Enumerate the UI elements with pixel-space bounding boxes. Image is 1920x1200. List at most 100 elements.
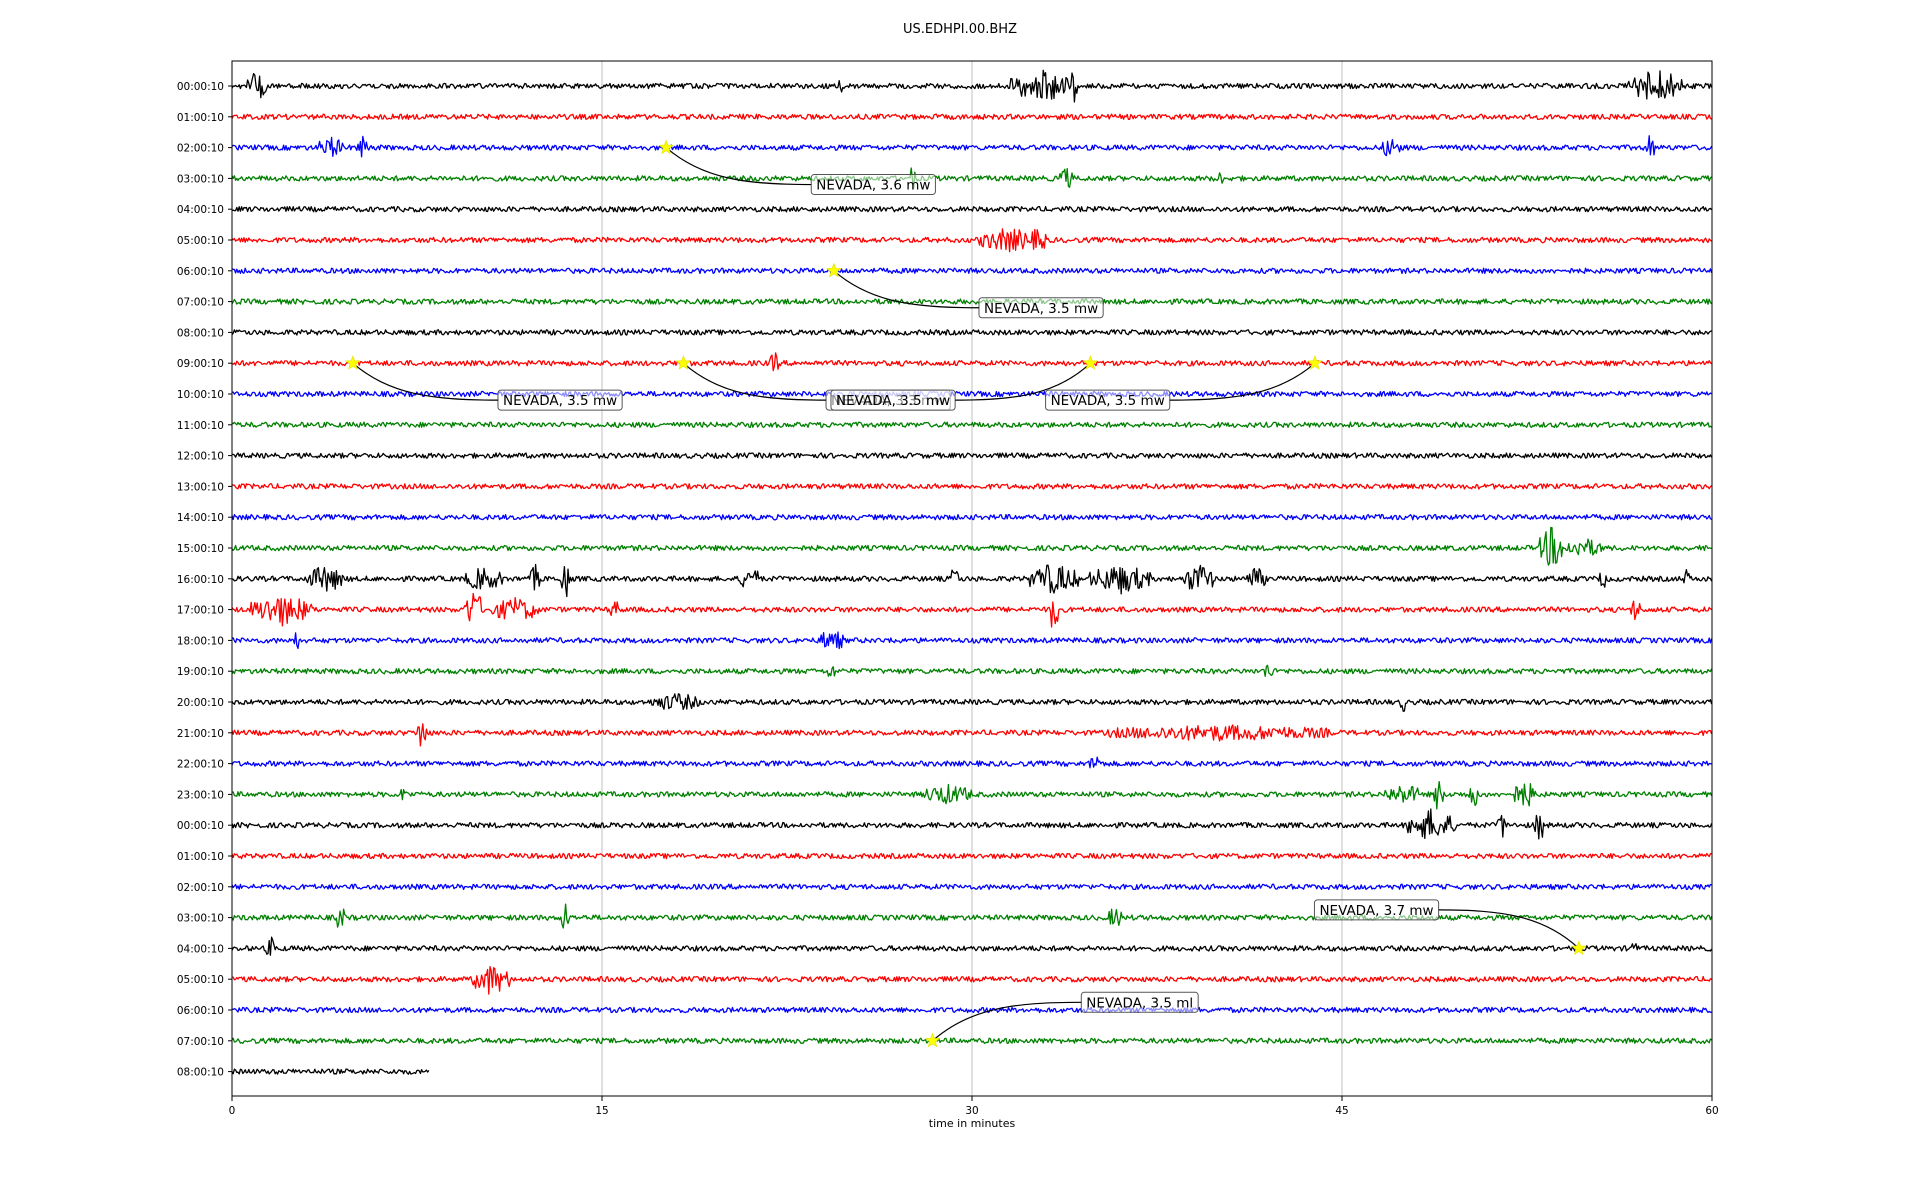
event-star-7 — [924, 1032, 941, 1048]
event-4: NEVADA, 3.5 mw — [830, 355, 1099, 411]
row-label-21: 21:00:10 — [177, 728, 224, 740]
trace-row-19 — [231, 664, 1713, 677]
trace-row-21 — [231, 723, 1713, 747]
event-label-4: NEVADA, 3.5 mw — [836, 393, 950, 409]
trace-row-20 — [231, 693, 1713, 712]
row-label-30: 06:00:10 — [177, 1005, 224, 1017]
event-star-1 — [826, 262, 842, 278]
row-label-11: 11:00:10 — [177, 420, 224, 432]
event-connector-2 — [352, 362, 498, 401]
row-label-19: 19:00:10 — [177, 666, 224, 678]
trace-row-14 — [231, 513, 1712, 521]
trace-row-7 — [231, 298, 1713, 305]
trace-row-9 — [231, 352, 1713, 372]
trace-row-10 — [232, 390, 1712, 398]
event-label-7: NEVADA, 3.5 ml — [1086, 995, 1193, 1011]
x-tick-label-60: 60 — [1705, 1105, 1718, 1117]
trace-row-11 — [231, 421, 1713, 429]
event-star-5 — [1307, 355, 1323, 370]
row-label-24: 00:00:10 — [177, 820, 224, 832]
event-connector-1 — [833, 270, 979, 309]
row-label-31: 07:00:10 — [177, 1036, 224, 1048]
event-label-2: NEVADA, 3.5 mw — [503, 393, 617, 409]
row-label-26: 02:00:10 — [177, 882, 224, 894]
row-label-25: 01:00:10 — [177, 851, 224, 863]
row-label-13: 13:00:10 — [177, 481, 224, 493]
trace-row-17 — [231, 592, 1712, 628]
row-label-6: 06:00:10 — [177, 266, 224, 278]
row-label-2: 02:00:10 — [177, 143, 224, 155]
row-label-23: 23:00:10 — [177, 789, 224, 801]
x-tick-label-45: 45 — [1335, 1105, 1348, 1117]
event-label-6: NEVADA, 3.7 mw — [1319, 903, 1433, 919]
trace-row-26 — [231, 883, 1712, 891]
trace-row-28 — [231, 936, 1713, 956]
event-star-6 — [1571, 940, 1587, 955]
event-7: NEVADA, 3.5 ml — [924, 991, 1199, 1048]
row-label-3: 03:00:10 — [177, 173, 224, 185]
x-tick-label-15: 15 — [595, 1105, 608, 1117]
event-5: NEVADA, 3.5 mw — [1045, 355, 1323, 411]
x-ticks: 0 15 30 45 60 — [229, 1096, 1719, 1117]
row-label-9: 09:00:10 — [177, 358, 224, 370]
trace-row-1 — [231, 113, 1712, 121]
row-labels: 00:00:10 01:00:10 02:00:10 03:00:10 04:00:10… — [177, 81, 232, 1079]
trace-row-31 — [231, 1037, 1713, 1045]
row-label-28: 04:00:10 — [177, 943, 224, 955]
trace-row-24 — [231, 808, 1713, 840]
row-label-22: 22:00:10 — [177, 759, 224, 771]
trace-row-2 — [231, 135, 1713, 158]
trace-row-6 — [231, 267, 1713, 275]
x-tick-label-30: 30 — [965, 1105, 978, 1117]
trace-row-8 — [231, 329, 1712, 336]
row-label-27: 03:00:10 — [177, 913, 224, 925]
event-0: NEVADA, 3.6 mw — [658, 139, 936, 196]
row-label-0: 00:00:10 — [177, 81, 224, 93]
event-star-3 — [675, 355, 692, 370]
row-label-10: 10:00:10 — [177, 389, 224, 401]
x-tick-label-0: 0 — [229, 1105, 236, 1117]
trace-row-27 — [231, 903, 1713, 929]
row-label-20: 20:00:10 — [177, 697, 224, 709]
event-connector-0 — [665, 147, 812, 186]
trace-row-32 — [231, 1068, 430, 1075]
row-label-17: 17:00:10 — [177, 605, 224, 617]
event-connector-3 — [683, 362, 827, 401]
trace-row-30 — [231, 1006, 1712, 1014]
chart-title: US.EDHPI.00.BHZ — [903, 22, 1017, 37]
row-label-18: 18:00:10 — [177, 635, 224, 647]
x-axis-label: time in minutes — [928, 1117, 1016, 1130]
trace-layer — [231, 69, 1713, 1075]
row-label-14: 14:00:10 — [177, 512, 224, 524]
event-star-4 — [1082, 355, 1099, 370]
event-1: NEVADA, 3.5 mw — [826, 262, 1104, 319]
event-6: NEVADA, 3.7 mw — [1313, 899, 1587, 955]
event-annotations: NEVADA, 3.6 mw NEVADA, 3.5 mw NEVADA, 3.5 … — [345, 139, 1587, 1048]
row-label-1: 01:00:10 — [177, 112, 224, 124]
trace-row-4 — [231, 205, 1713, 213]
trace-row-16 — [231, 563, 1713, 598]
row-label-7: 07:00:10 — [177, 297, 224, 309]
trace-row-13 — [231, 483, 1713, 490]
event-label-5: NEVADA, 3.5 mw — [1051, 393, 1165, 409]
row-label-12: 12:00:10 — [177, 451, 224, 463]
event-connector-7 — [932, 1001, 1082, 1042]
trace-row-0 — [231, 69, 1713, 103]
event-connector-5 — [1169, 362, 1316, 401]
trace-row-25 — [231, 852, 1712, 860]
trace-row-18 — [231, 631, 1713, 650]
trace-row-3 — [231, 167, 1713, 190]
event-2: NEVADA, 3.5 mw — [345, 355, 623, 411]
event-connector-4 — [955, 362, 1091, 401]
row-label-4: 04:00:10 — [177, 204, 224, 216]
row-label-32: 08:00:10 — [177, 1067, 224, 1079]
trace-row-22 — [231, 756, 1712, 769]
row-label-16: 16:00:10 — [177, 574, 224, 586]
row-label-29: 05:00:10 — [177, 974, 224, 986]
trace-row-12 — [231, 452, 1713, 459]
row-label-5: 05:00:10 — [177, 235, 224, 247]
event-star-2 — [345, 355, 361, 370]
trace-row-15 — [231, 526, 1712, 566]
event-connector-6 — [1438, 909, 1580, 949]
